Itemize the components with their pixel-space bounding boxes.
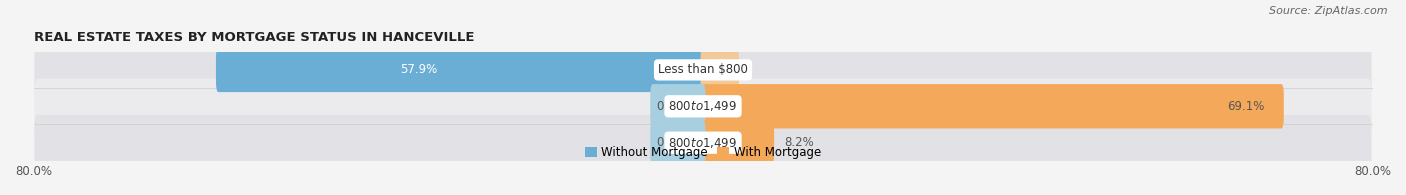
Text: 8.2%: 8.2% xyxy=(785,136,814,149)
Legend: Without Mortgage, With Mortgage: Without Mortgage, With Mortgage xyxy=(581,141,825,164)
FancyBboxPatch shape xyxy=(217,48,706,92)
Text: Source: ZipAtlas.com: Source: ZipAtlas.com xyxy=(1270,6,1388,16)
FancyBboxPatch shape xyxy=(700,48,740,92)
FancyBboxPatch shape xyxy=(651,121,706,165)
Text: Less than $800: Less than $800 xyxy=(658,63,748,76)
Text: REAL ESTATE TAXES BY MORTGAGE STATUS IN HANCEVILLE: REAL ESTATE TAXES BY MORTGAGE STATUS IN … xyxy=(34,31,474,44)
FancyBboxPatch shape xyxy=(651,84,706,129)
Text: $800 to $1,499: $800 to $1,499 xyxy=(668,136,738,150)
Text: 69.1%: 69.1% xyxy=(1227,100,1264,113)
FancyBboxPatch shape xyxy=(34,115,1372,170)
Text: 0.0%: 0.0% xyxy=(657,136,686,149)
FancyBboxPatch shape xyxy=(34,42,1372,98)
Text: 57.9%: 57.9% xyxy=(401,63,437,76)
Text: $800 to $1,499: $800 to $1,499 xyxy=(668,99,738,113)
FancyBboxPatch shape xyxy=(700,121,775,165)
Text: 0.0%: 0.0% xyxy=(657,100,686,113)
Text: 0.0%: 0.0% xyxy=(720,63,749,76)
FancyBboxPatch shape xyxy=(34,79,1372,134)
FancyBboxPatch shape xyxy=(700,84,1284,129)
